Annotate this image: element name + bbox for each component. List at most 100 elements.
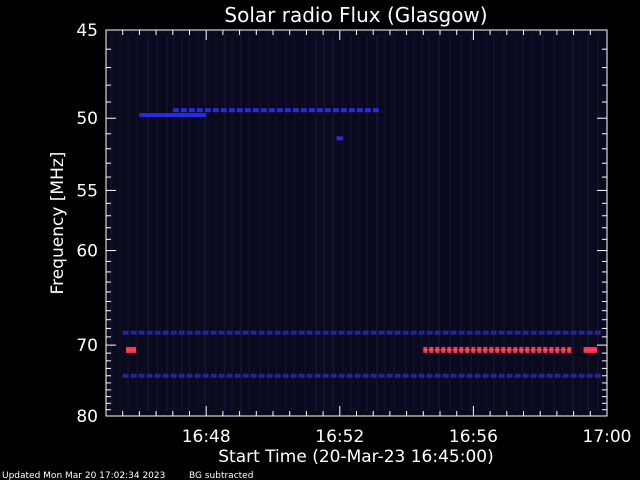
emission-segment: [146, 373, 153, 378]
noise-stripe: [224, 35, 226, 411]
emission-segment: [154, 330, 161, 335]
emission-segment: [466, 330, 473, 335]
emission-segment: [300, 108, 307, 113]
emission-segment: [394, 330, 401, 335]
emission-segment: [346, 330, 353, 335]
x-tick-label: 17:00: [583, 427, 632, 447]
emission-segment: [594, 373, 601, 378]
emission-segment: [490, 330, 497, 335]
noise-stripe: [204, 35, 206, 411]
emission-segment: [324, 108, 331, 113]
emission-segment: [364, 108, 371, 113]
footer-updated: Updated Mon Mar 20 17:02:34 2023: [2, 471, 165, 480]
emission-segment: [308, 108, 315, 113]
emission-segment: [418, 330, 425, 335]
emission-segment: [162, 373, 169, 378]
emission-segment: [458, 373, 465, 378]
emission-segment: [202, 330, 209, 335]
emission-segment: [236, 108, 243, 113]
emission-segment: [530, 330, 537, 335]
emission-segment: [372, 108, 379, 113]
emission-segment: [426, 330, 433, 335]
noise-stripe: [542, 35, 544, 411]
emission-segment: [562, 373, 569, 378]
emission-segment: [506, 373, 513, 378]
emission-segment: [260, 108, 267, 113]
heatmap-layer: [106, 30, 607, 416]
emission-segment: [538, 330, 545, 335]
emission-segment: [282, 373, 289, 378]
noise-stripe: [485, 35, 487, 411]
emission-segment: [220, 108, 227, 113]
emission-segment: [322, 330, 329, 335]
noise-stripe: [275, 35, 277, 411]
x-tick-label: 16:48: [182, 427, 231, 447]
noise-stripe: [514, 35, 516, 411]
emission-segment: [554, 373, 561, 378]
emission-segment: [522, 330, 529, 335]
emission-segment: [426, 373, 433, 378]
noise-stripe: [413, 35, 415, 411]
noise-stripe: [188, 35, 190, 411]
noise-stripe: [404, 35, 406, 411]
emission-segment: [474, 330, 481, 335]
emission-segment: [234, 373, 241, 378]
noise-stripe: [493, 35, 495, 411]
emission-segment: [194, 373, 201, 378]
emission-segment: [122, 373, 129, 378]
emission-segment: [586, 330, 593, 335]
emission-segment: [242, 373, 249, 378]
noise-stripe: [332, 35, 334, 411]
emission-segment: [514, 373, 521, 378]
emission-segment: [370, 330, 377, 335]
emission-segment: [130, 373, 137, 378]
emission-segment: [212, 108, 219, 113]
noise-stripe: [376, 35, 378, 411]
emission-segment: [498, 330, 505, 335]
noise-stripe: [531, 35, 533, 411]
emission-segment: [410, 373, 417, 378]
y-tick-label: 55: [76, 181, 98, 201]
emission-segment: [194, 330, 201, 335]
noise-stripe: [267, 35, 269, 411]
y-tick-label: 70: [76, 336, 98, 356]
emission-segment: [450, 373, 457, 378]
noise-stripe: [470, 35, 472, 411]
emission-segment: [354, 373, 361, 378]
noise-stripe: [248, 35, 250, 411]
emission-segment: [188, 108, 195, 113]
emission-segment: [474, 373, 481, 378]
emission-segment: [466, 373, 473, 378]
emission-segment: [578, 330, 585, 335]
emission-segment: [346, 373, 353, 378]
emission-segment: [298, 330, 305, 335]
emission-segment: [306, 373, 313, 378]
noise-stripe: [553, 35, 555, 411]
noise-stripe: [384, 35, 386, 411]
noise-stripe: [438, 35, 440, 411]
noise-stripe: [156, 35, 158, 411]
emission-segment: [252, 108, 259, 113]
x-tick-label: 16:56: [449, 427, 498, 447]
y-tick-label: 60: [76, 242, 98, 262]
emission-core: [423, 349, 571, 351]
emission-segment: [274, 373, 281, 378]
emission-segment: [234, 330, 241, 335]
emission-segment: [202, 373, 209, 378]
emission-segment: [338, 330, 345, 335]
noise-stripe: [181, 35, 183, 411]
y-tick-label: 45: [76, 21, 98, 41]
emission-segment: [546, 330, 553, 335]
emission-segment: [330, 330, 337, 335]
emission-segment: [290, 373, 297, 378]
emission-segment: [338, 373, 345, 378]
emission-segment: [218, 330, 225, 335]
emission-segment: [204, 108, 211, 113]
emission-segment: [210, 373, 217, 378]
noise-stripe: [231, 35, 233, 411]
emission-segment: [170, 330, 177, 335]
emission-segment: [410, 330, 417, 335]
chart-title: Solar radio Flux (Glasgow): [224, 3, 487, 27]
emission-segment: [340, 108, 347, 113]
noise-stripe: [503, 35, 505, 411]
